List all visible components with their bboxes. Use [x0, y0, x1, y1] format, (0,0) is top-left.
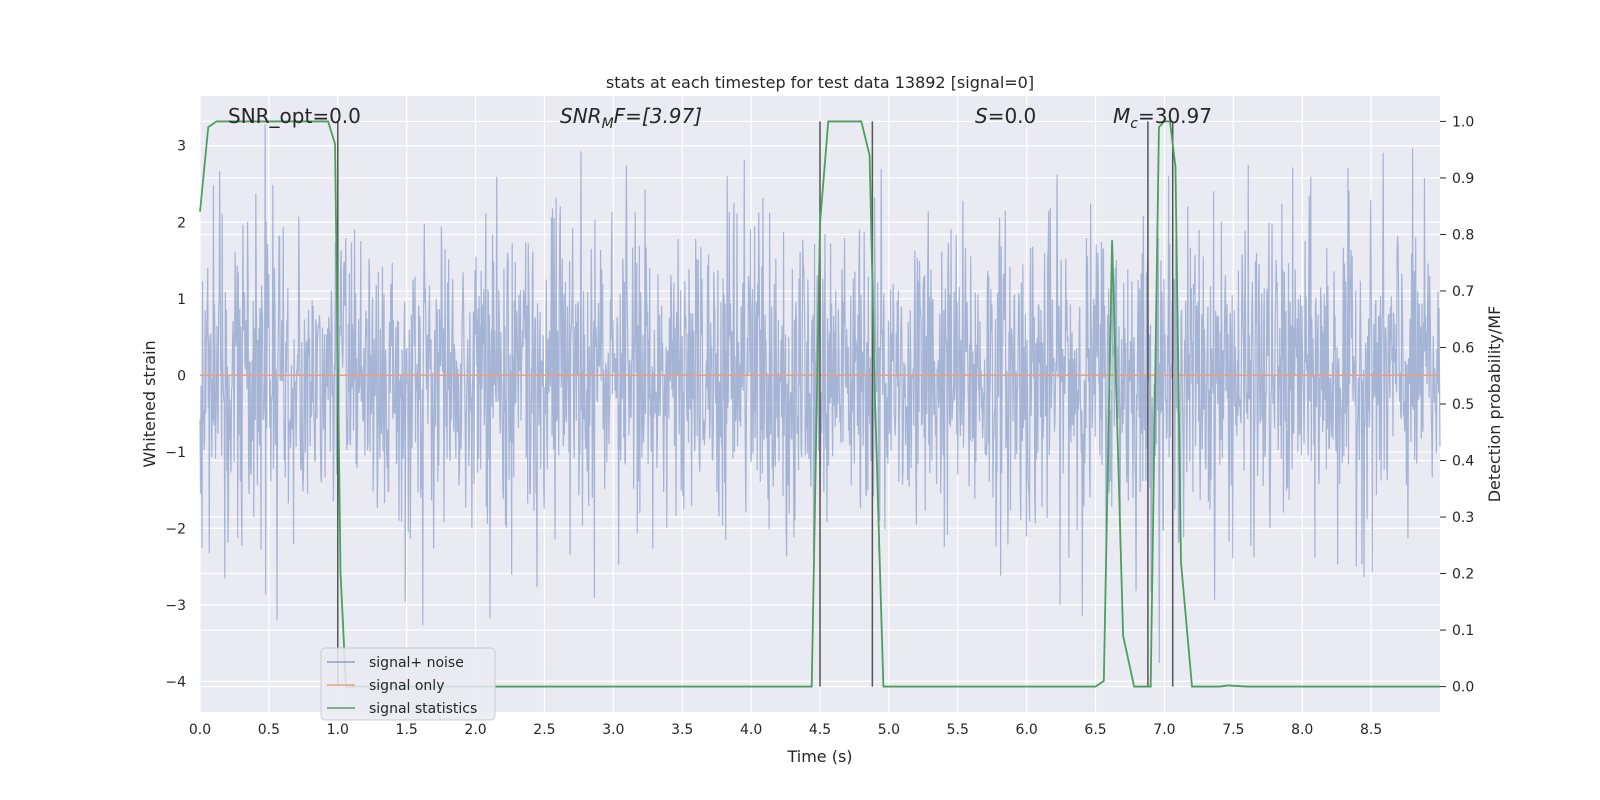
- y-tick-label: 0: [177, 368, 186, 384]
- legend-label-statistics: signal statistics: [369, 701, 477, 717]
- y-ticks: 3 2 1 0 −1 −2 −3 −4: [165, 139, 186, 691]
- annotation-mc-rest: =30.97: [1138, 104, 1212, 128]
- x-tick-label: 8.0: [1291, 722, 1313, 738]
- x-tick-label: 5.0: [878, 722, 900, 738]
- x-tick-label: 0.0: [189, 722, 211, 738]
- y2-tick-label: 0.0: [1452, 680, 1474, 696]
- y-tick-label: −1: [165, 445, 186, 461]
- x-tick-label: 6.5: [1084, 722, 1106, 738]
- y-tick-label: −3: [165, 598, 186, 614]
- legend-box: [320, 647, 496, 721]
- x-tick-label: 6.0: [1016, 722, 1038, 738]
- annotation-snr-mf-sub: M: [602, 116, 614, 132]
- y2-tick-label: 0.9: [1452, 171, 1474, 187]
- y-tick-label: −4: [165, 674, 186, 690]
- y-tick-label: 3: [177, 139, 186, 155]
- y-tick-label: 1: [177, 292, 186, 308]
- y-axis-label: Whitened strain: [140, 340, 159, 467]
- x-tick-label: 8.5: [1360, 722, 1382, 738]
- annotation-s: S=0.0: [975, 104, 1036, 128]
- annotation-mc-sub: c: [1130, 116, 1138, 132]
- annotations: SNR_opt=0.0 SNRMF=[3.97] S=0.0 Mc=30.97: [228, 104, 1212, 132]
- x-tick-label: 7.0: [1153, 722, 1175, 738]
- x-tick-label: 3.5: [671, 722, 693, 738]
- annotation-snr-mf-rest: F=[3.97]: [614, 104, 702, 128]
- y2-tick-label: 0.8: [1452, 227, 1474, 243]
- x-axis-label: Time (s): [786, 747, 852, 766]
- x-tick-label: 4.0: [740, 722, 762, 738]
- x-tick-label: 4.5: [809, 722, 831, 738]
- x-tick-label: 2.0: [464, 722, 486, 738]
- annotation-snr-mf-prefix: SNR: [560, 104, 602, 128]
- y2-tick-label: 0.7: [1452, 284, 1474, 300]
- x-tick-label: 2.5: [533, 722, 555, 738]
- y2-tick-label: 0.6: [1452, 340, 1474, 356]
- legend-label-noise: signal+ noise: [369, 655, 464, 671]
- x-tick-label: 0.5: [258, 722, 280, 738]
- x-tick-label: 1.5: [396, 722, 418, 738]
- signal-statistics-line: [199, 120, 1440, 688]
- y2-tick-label: 0.3: [1452, 510, 1474, 526]
- annotation-s-prefix: S: [975, 104, 988, 128]
- x-ticks: 0.0 0.5 1.0 1.5 2.0 2.5 3.0 3.5 4.0 4.5 5.0 5.5 6.0 6…: [189, 722, 1382, 738]
- x-tick-label: 3.0: [602, 722, 624, 738]
- signal-statistics-series: [199, 120, 1440, 688]
- y2-tick-label: 0.5: [1452, 397, 1474, 413]
- legend: signal+ noise signal only signal statist…: [320, 647, 496, 721]
- y2-tick-label: 0.4: [1452, 454, 1474, 470]
- x-tick-label: 7.5: [1222, 722, 1244, 738]
- y-tick-label: −2: [165, 521, 186, 537]
- y2-axis-label: Detection probability/MF: [1485, 306, 1504, 503]
- annotation-snr-opt: SNR_opt=0.0: [228, 104, 361, 128]
- annotation-s-rest: =0.0: [988, 104, 1037, 128]
- y-tick-label: 2: [177, 215, 186, 231]
- chart-title: stats at each timestep for test data 138…: [606, 73, 1034, 92]
- y2-tick-label: 0.1: [1452, 623, 1474, 639]
- annotation-mc: Mc=30.97: [1113, 104, 1212, 132]
- y2-tick-label: 0.2: [1452, 567, 1474, 583]
- y2-ticks: 1.0 0.9 0.8 0.7 0.6 0.5 0.4 0.3 0.2 0.1 0.0: [1440, 114, 1474, 696]
- y2-tick-label: 1.0: [1452, 114, 1474, 130]
- x-tick-label: 5.5: [947, 722, 969, 738]
- annotation-mc-prefix: M: [1113, 104, 1130, 128]
- legend-label-signal-only: signal only: [369, 678, 444, 694]
- vertical-markers: [337, 121, 1174, 687]
- x-tick-label: 1.0: [327, 722, 349, 738]
- annotation-snr-mf: SNRMF=[3.97]: [560, 104, 702, 132]
